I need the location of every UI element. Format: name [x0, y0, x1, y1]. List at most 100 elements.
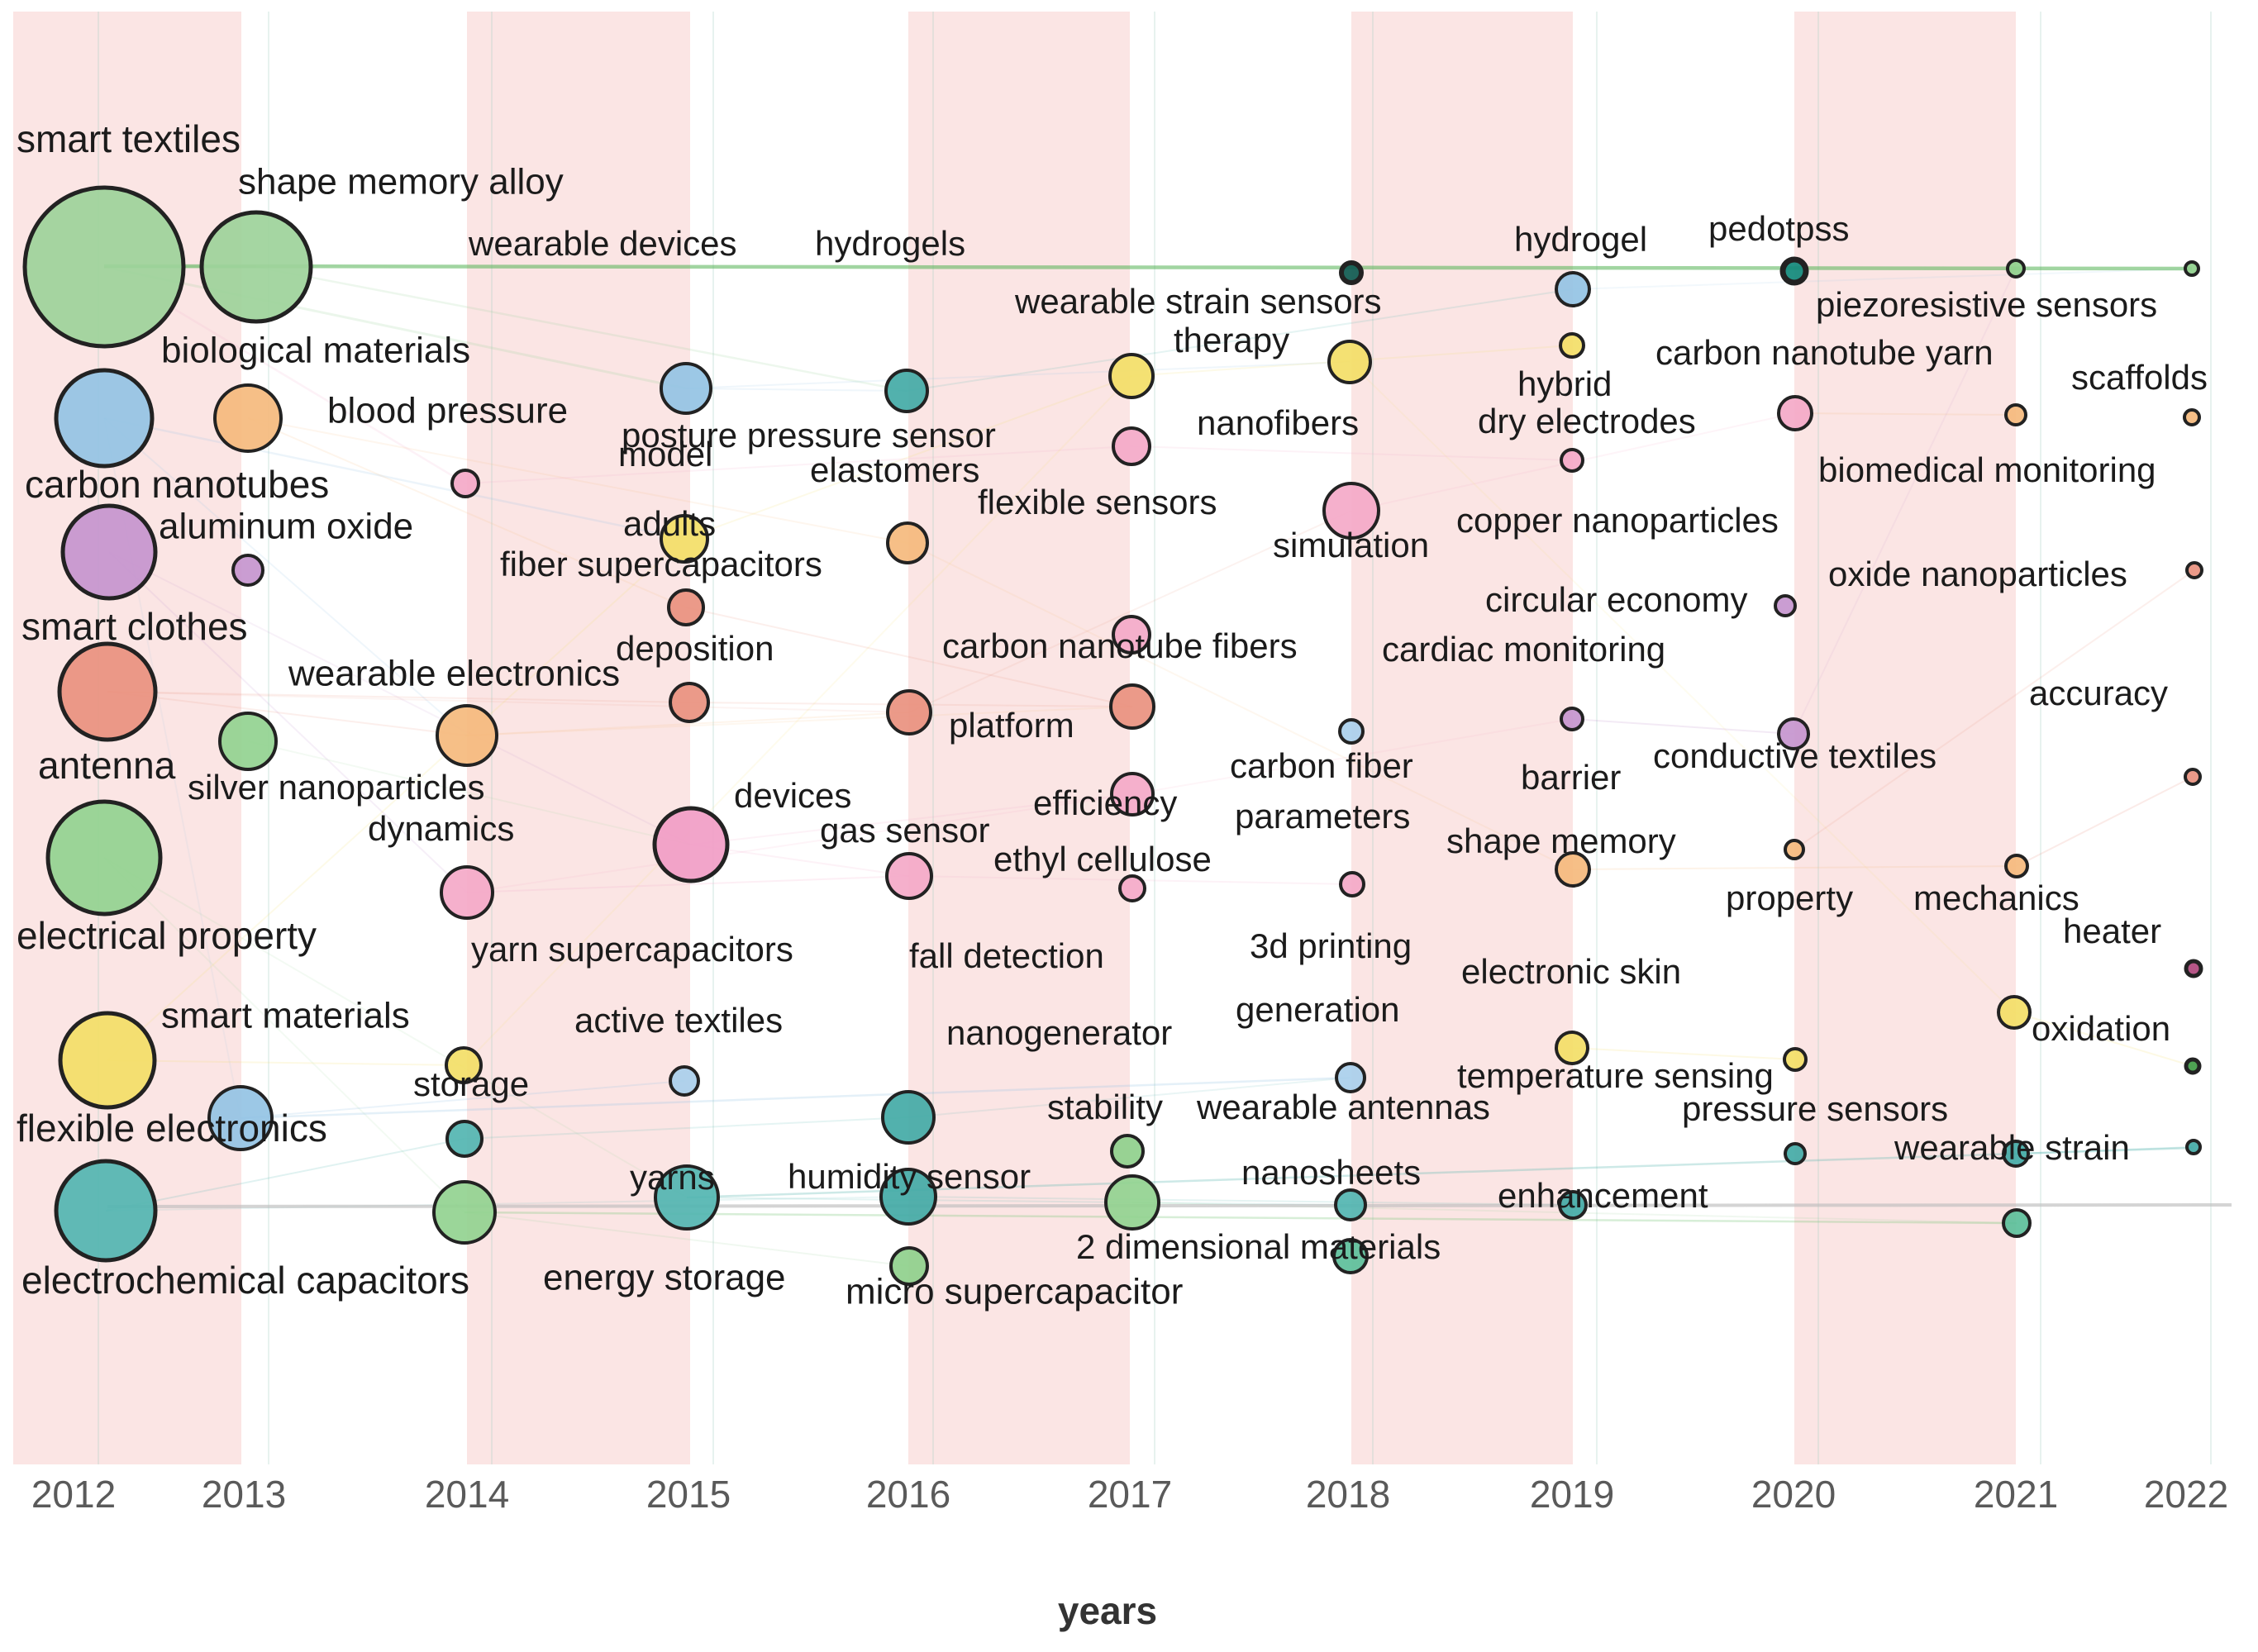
bubble-posture-pressure-sensor[interactable] — [1112, 426, 1151, 466]
label-energy-storage: energy storage — [543, 1258, 786, 1298]
bubble-carbon-nanotubes[interactable] — [54, 368, 155, 469]
bubble-smart-textiles-2022-[interactable] — [2184, 260, 2200, 277]
bubble-elastomers[interactable] — [886, 521, 929, 564]
bubble-carbon-nanotube-yarn[interactable] — [1777, 395, 1813, 431]
bubble-parameters-3d-printing[interactable] — [1339, 871, 1365, 897]
evolution-edge — [107, 691, 468, 736]
label-nanosheets: nanosheets — [1241, 1153, 1421, 1192]
bubble-wearable-antennas[interactable] — [1334, 1188, 1367, 1221]
bubble-micro-supercapacitor[interactable] — [889, 1246, 929, 1286]
bubble-circular-economy[interactable] — [1774, 594, 1797, 617]
bubble-smart-textiles[interactable] — [22, 185, 186, 349]
evolution-edge — [1131, 445, 1573, 461]
bubble-therapy[interactable] — [1327, 340, 1372, 384]
bubble-wearable-strain-2021-[interactable] — [2002, 1208, 2032, 1238]
bubble-energy-storage[interactable] — [432, 1180, 497, 1245]
bubble-smart-clothes[interactable] — [57, 641, 158, 742]
bubble-blood-pressure[interactable] — [450, 469, 480, 498]
bubble-wearable-strain[interactable] — [2185, 1139, 2202, 1155]
bubble-scaffolds-2022-[interactable] — [2183, 408, 2201, 426]
bubble-2-dimensional-materials[interactable] — [1104, 1174, 1160, 1231]
label-generation: generation — [1236, 990, 1400, 1029]
bubble-nanogenerator[interactable] — [881, 1090, 936, 1145]
bubble-model[interactable] — [660, 514, 709, 564]
bubble-heater[interactable] — [2184, 959, 2203, 978]
bubble-pressure-sensing-2020-[interactable] — [1784, 1142, 1807, 1165]
bubble-aluminum-oxide-2013-[interactable] — [231, 554, 264, 587]
label-yarn-supercapacitors: yarn supercapacitors — [471, 930, 793, 969]
bubble-humidity-sensor[interactable] — [879, 1168, 937, 1226]
evolution-edge — [685, 607, 1133, 707]
major-link-line-0 — [103, 264, 2193, 271]
label-flexible-sensors: flexible sensors — [978, 483, 1217, 521]
bubble-nanosheets[interactable] — [1332, 1238, 1369, 1274]
label-wearable-strain-sensors: wearable strain sensors — [1014, 282, 1382, 321]
bubble-temperature-sensing[interactable] — [1783, 1047, 1808, 1072]
bubble-wearable-electronics[interactable] — [436, 704, 498, 767]
label-hybrid: hybrid — [1517, 364, 1612, 403]
bubble-smart-materials[interactable] — [207, 1085, 274, 1151]
bubble-ethyl-cellulose[interactable] — [1118, 874, 1146, 902]
bubble-nanofibers[interactable] — [1112, 615, 1151, 655]
bubble-pedotpss[interactable] — [1779, 256, 1809, 286]
label-carbon-nanotubes: carbon nanotubes — [25, 463, 329, 506]
bubble-property[interactable] — [1784, 839, 1805, 860]
bubble-hydrogel[interactable] — [1555, 271, 1591, 307]
label-micro-supercapacitor: micro supercapacitor — [846, 1272, 1183, 1312]
bubble-oxide-nanoparticles[interactable] — [2185, 561, 2203, 579]
bubble-carbon-nanotube-fibers[interactable] — [1109, 683, 1155, 730]
bubble-yarns[interactable] — [654, 1164, 720, 1231]
bubble-gas-sensor[interactable] — [885, 852, 933, 900]
bubble-smart-clothes-2013-[interactable] — [218, 712, 278, 771]
evolution-edge — [907, 542, 1573, 870]
bubble-adults-fiber-supercapacitors[interactable] — [667, 588, 705, 626]
bubble-flexible-sensors-simulation[interactable] — [1322, 482, 1380, 540]
bubble-dry-electrodes[interactable] — [1560, 448, 1584, 473]
bubble-platform[interactable] — [886, 689, 932, 736]
bubble-aluminum-oxide[interactable] — [60, 503, 158, 601]
bubble-hydrogels[interactable] — [884, 369, 929, 413]
bubble-wearable-devices[interactable] — [660, 362, 712, 415]
bubble-deposition[interactable] — [669, 682, 710, 723]
bubble-hybrid[interactable] — [1559, 332, 1585, 359]
bubble-active-textiles[interactable] — [669, 1065, 700, 1097]
label-mechanics: mechanics — [1913, 878, 2079, 917]
bubble-electronic-skin[interactable] — [1555, 1031, 1589, 1065]
bubble-barrier[interactable] — [1560, 707, 1584, 731]
bubble-devices[interactable] — [652, 806, 730, 883]
bubble-conductive-textiles[interactable] — [1777, 717, 1810, 750]
evolution-edge — [103, 417, 468, 736]
bubble-antenna[interactable] — [45, 799, 163, 916]
bubble-wearable-strain-sensors[interactable] — [1339, 260, 1364, 285]
label-oxide-nanoparticles: oxide nanoparticles — [1828, 555, 2127, 593]
bubble-electrical-property[interactable] — [58, 1011, 157, 1110]
bubble-silver-nanoparticles-dynamics[interactable] — [440, 865, 494, 920]
bubble-shape-memory[interactable] — [1555, 851, 1591, 888]
bubble-biological-materials[interactable] — [213, 383, 283, 453]
bubble-accuracy[interactable] — [2184, 768, 2202, 786]
bubble-enhancement[interactable] — [1558, 1190, 1588, 1220]
evolution-edge — [464, 1212, 910, 1267]
bubble-stability[interactable] — [1110, 1134, 1145, 1169]
year-band-2 — [908, 12, 1130, 1464]
label-deposition: deposition — [616, 629, 774, 668]
label-hydrogel: hydrogel — [1514, 220, 1647, 259]
bubble-efficiency[interactable] — [1110, 772, 1155, 816]
bubble-scaffolds[interactable] — [2004, 403, 2027, 426]
bubble-storage[interactable] — [445, 1120, 484, 1158]
bubble-pressure-sensors[interactable] — [2002, 1140, 2030, 1168]
bubble-flexible-electronics[interactable] — [54, 1159, 158, 1263]
bubble-therapy-2017-[interactable] — [1108, 353, 1155, 399]
bubble-generation[interactable] — [1335, 1062, 1366, 1093]
bubble-carbon-fiber[interactable] — [1338, 718, 1365, 745]
label-oxidation: oxidation — [2032, 1009, 2170, 1048]
bubble-mechanics[interactable] — [2004, 854, 2029, 878]
bubble-piezoresistive-sensors[interactable] — [2006, 259, 2026, 279]
bubble-oxidation-2022-[interactable] — [2184, 1057, 2202, 1075]
bubble-shape-memory-alloy[interactable] — [199, 210, 313, 324]
evolution-edge — [240, 1080, 685, 1119]
bubble-yarn-supercapacitors[interactable] — [445, 1046, 483, 1084]
major-link-line-4 — [240, 1076, 1351, 1120]
bubble-oxidation[interactable] — [1997, 995, 2032, 1030]
evolution-edge — [464, 1116, 909, 1140]
